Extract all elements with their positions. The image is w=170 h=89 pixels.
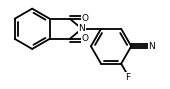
Text: O: O: [81, 34, 88, 43]
Text: O: O: [81, 14, 88, 23]
Text: N: N: [148, 42, 155, 51]
Text: N: N: [79, 24, 85, 33]
Text: F: F: [125, 73, 130, 82]
